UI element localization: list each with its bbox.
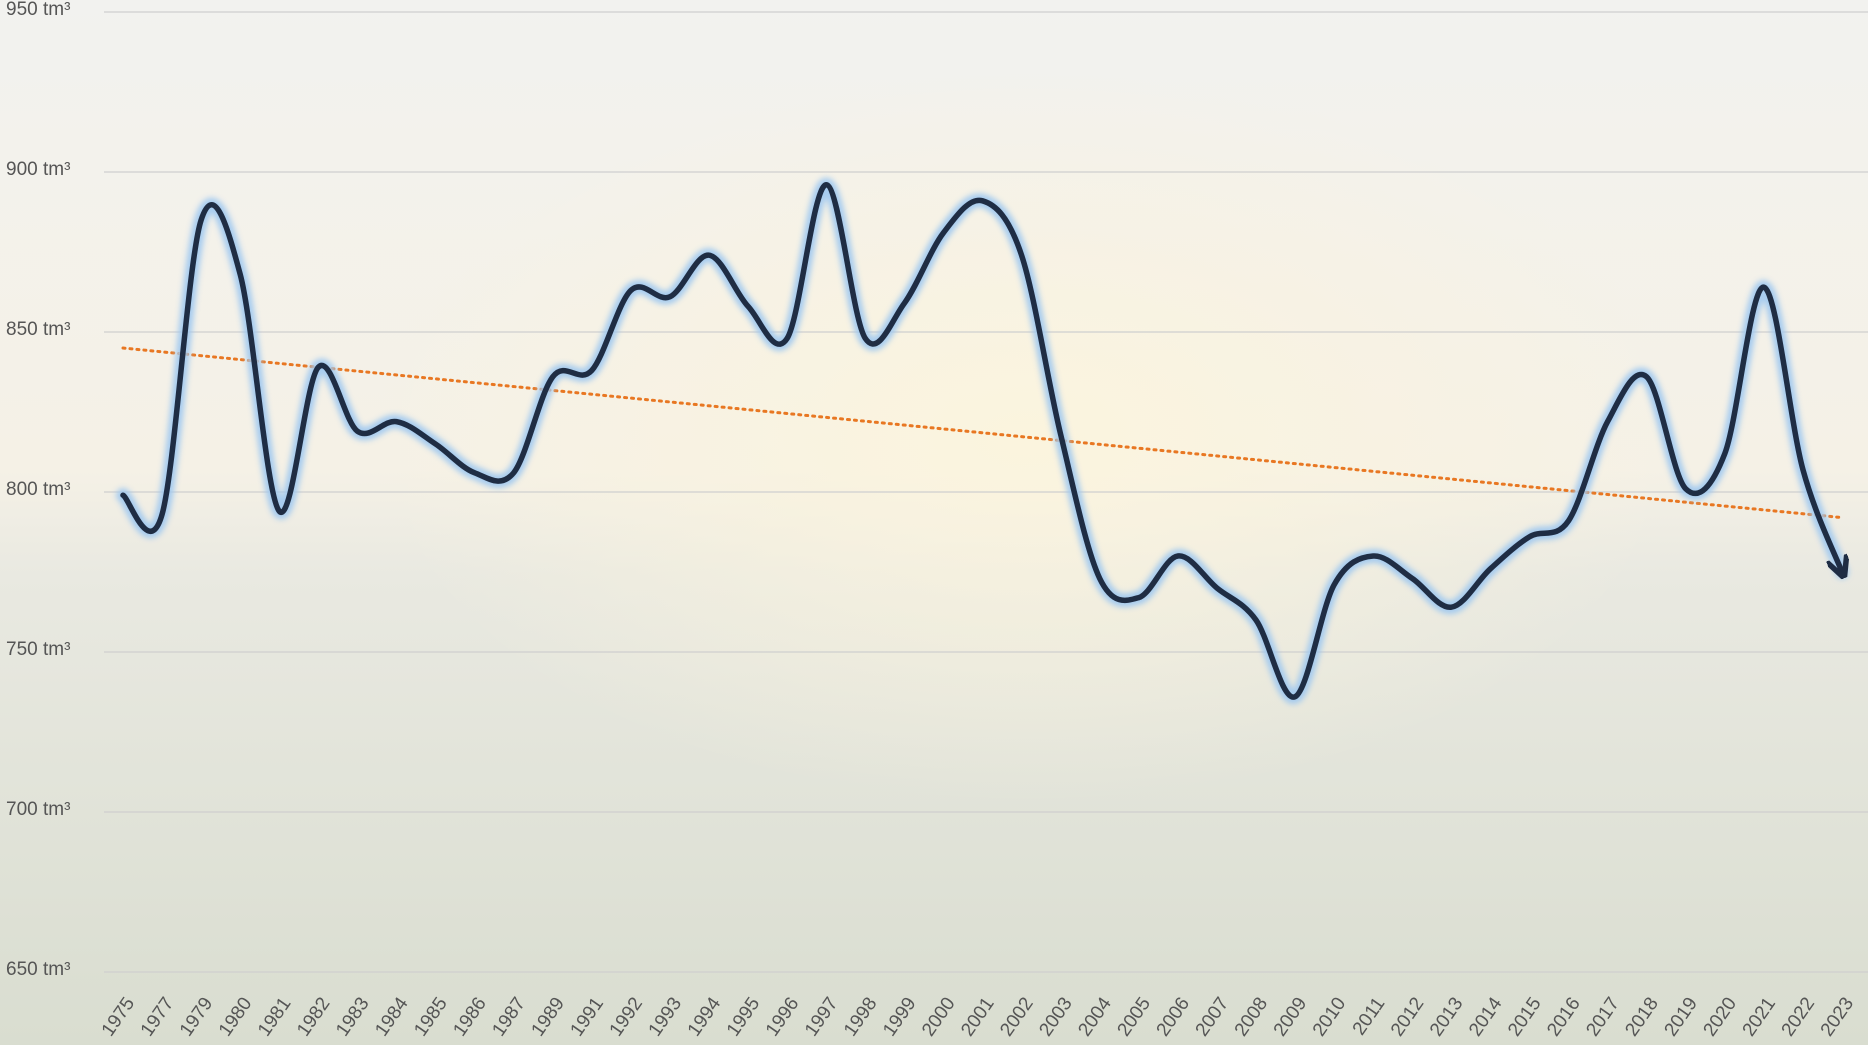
y-tick-label: 750 tm³ (6, 639, 70, 660)
y-tick-label: 900 tm³ (6, 159, 70, 180)
line (120, 182, 1842, 700)
y-tick-label: 800 tm³ (6, 479, 70, 500)
y-tick-label: 700 tm³ (6, 799, 70, 820)
y-tick-label: 950 tm³ (6, 0, 70, 20)
y-tick-label: 850 tm³ (6, 319, 70, 340)
trendline (121, 346, 1844, 520)
y-tick-label: 650 tm³ (6, 959, 70, 980)
